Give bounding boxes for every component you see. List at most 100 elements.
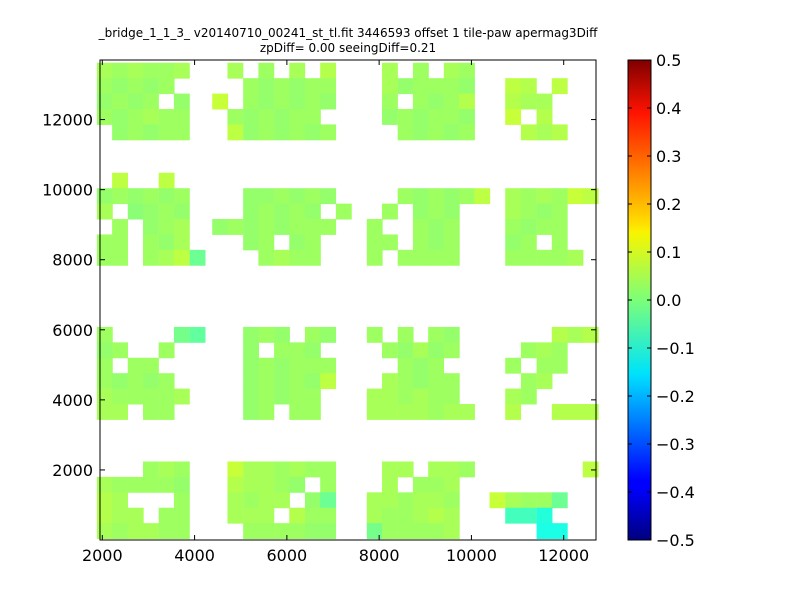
chart-title: _bridge_1_1_3_ v20140710_00241_st_tl.fit… [98,26,599,55]
heatmap-cell [289,78,306,95]
heatmap-cell [112,249,128,266]
heatmap-cell [173,461,190,478]
heatmap-cell [412,188,429,205]
heatmap-cell [127,188,144,205]
heatmap-cell [173,203,190,220]
heatmap-cell [173,523,190,540]
heatmap-cell [304,93,321,110]
heatmap-cell [173,188,190,205]
heatmap-cell [443,219,460,235]
heatmap-cell [428,124,445,141]
heatmap-cell [112,93,128,110]
heatmap-cell [366,249,383,266]
heatmap-cell [505,249,522,266]
heatmap-cell [274,476,290,493]
y-tick-label: 2000 [52,461,93,480]
heatmap-cell [96,188,113,205]
heatmap-cell [96,326,113,343]
heatmap-cell [304,507,321,524]
heatmap-cell [289,203,306,220]
heatmap-cell [536,373,553,390]
title-line-1: _bridge_1_1_3_ v20140710_00241_st_tl.fit… [98,26,599,40]
heatmap-cell [158,188,175,205]
heatmap-cell [443,249,460,266]
heatmap-cell [428,476,445,493]
heatmap-cell [382,78,398,95]
heatmap-cell [304,219,321,235]
heatmap-cell [274,326,290,343]
heatmap-cell [366,326,383,343]
heatmap-cell [505,219,522,235]
plot-frame [99,59,597,541]
heatmap-cell [158,388,175,405]
heatmap-cell [382,523,398,540]
heatmap-cell [243,342,260,359]
heatmap-cell [243,234,260,251]
heatmap-cell [320,373,337,390]
heatmap-cell [96,249,113,266]
heatmap-cell [320,523,337,540]
colorbar-tick-label: −0.2 [656,387,695,406]
heatmap-cell [258,124,275,141]
heatmap-cell [536,188,553,205]
heatmap-cell [443,507,460,524]
heatmap-cell [227,62,244,79]
heatmap-cell [443,388,460,405]
heatmap-cell [112,234,128,251]
heatmap-cell [289,523,306,540]
heatmap-cell [366,492,383,509]
colorbar-tick-label: −0.5 [656,531,695,550]
heatmap-cell [258,404,275,420]
heatmap-cell [112,109,128,125]
heatmap-cell [505,404,522,420]
heatmap-cell [243,373,260,390]
heatmap-cell [274,388,290,405]
heatmap-cell [258,388,275,405]
heatmap-cell [536,507,553,524]
heatmap-cell [459,109,475,125]
heatmap-cell [551,342,568,359]
heatmap-cell [158,124,175,141]
heatmap-cell [243,357,260,374]
heatmap-cell [551,523,568,540]
heatmap-cell [520,373,537,390]
heatmap-cell [320,78,337,95]
heatmap-cell [96,234,113,251]
heatmap-cell [243,326,260,343]
heatmap-cell [397,326,414,343]
heatmap-cell [289,388,306,405]
heatmap-cell [428,357,445,374]
heatmap-cell [536,249,553,266]
heatmap-cell [366,234,383,251]
heatmap-cell [582,404,599,420]
heatmap-cell [382,492,398,509]
heatmap-cell [227,219,244,235]
x-tick-label: 10000 [446,546,497,565]
heatmap-cell [320,357,337,374]
heatmap-cell [320,219,337,235]
heatmap-cell [520,188,537,205]
heatmap-cell [382,461,398,478]
heatmap-cell [112,404,128,420]
colorbar-tick-label: −0.3 [656,435,695,454]
heatmap-cell [382,388,398,405]
heatmap-cell [382,507,398,524]
heatmap-cell [567,326,584,343]
heatmap-cell [551,326,568,343]
heatmap-cell [258,249,275,266]
heatmap-cell [143,461,159,478]
heatmap-cell [258,523,275,540]
heatmap-cell [397,124,414,141]
heatmap-cell [112,507,128,524]
heatmap-cell [474,188,491,205]
heatmap-cell [304,234,321,251]
heatmap-cell [382,109,398,125]
heatmap-cell [96,342,113,359]
heatmap-cell [428,234,445,251]
heatmap-cell [443,234,460,251]
heatmap-cell [212,219,229,235]
heatmap-cell [412,249,429,266]
heatmap-cell [551,203,568,220]
heatmap-cell [258,78,275,95]
heatmap-cell [143,219,159,235]
